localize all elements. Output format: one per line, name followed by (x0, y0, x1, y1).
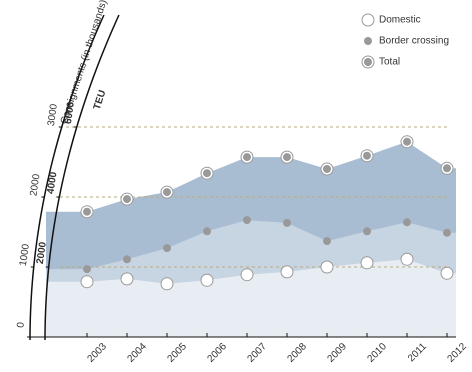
y-axis (29, 14, 105, 341)
marker-inner (243, 153, 251, 162)
legend-marker (364, 37, 372, 45)
y2-tick-label: 2000 (35, 241, 49, 265)
legend-label: Total (379, 57, 400, 68)
marker-inner (123, 195, 131, 204)
marker (200, 273, 214, 287)
marker-inner (83, 207, 91, 216)
y-tick-label: 3000 (46, 103, 60, 127)
marker (203, 227, 211, 236)
marker (240, 268, 254, 282)
area (46, 259, 456, 337)
marker (360, 256, 374, 270)
y2-axis (44, 14, 120, 341)
marker (163, 244, 171, 253)
y-tick-label: 1000 (18, 243, 32, 267)
x-tick-label: 2011 (406, 341, 429, 364)
marker (363, 227, 371, 236)
x-tick-label: 2003 (85, 341, 109, 365)
plot (46, 141, 456, 337)
marker (160, 277, 174, 291)
marker-inner (163, 188, 171, 197)
y2-tick-label: 4000 (45, 171, 59, 195)
marker (120, 272, 134, 286)
marker (243, 216, 251, 225)
x-tick-label: 2010 (365, 341, 389, 365)
marker-inner (323, 165, 331, 173)
y2-axis-title: TEU (92, 89, 109, 111)
marker (403, 218, 411, 227)
marker (400, 252, 414, 266)
x-tick-label: 2007 (245, 341, 269, 365)
marker (123, 255, 131, 264)
marker (283, 218, 291, 227)
x-tick-label: 2009 (325, 341, 349, 365)
x-tick-label: 2008 (285, 341, 309, 365)
legend-marker-inner (364, 58, 372, 66)
marker (83, 265, 91, 274)
x-tick-label: 2005 (165, 341, 189, 365)
marker (440, 266, 454, 280)
x-tick-label: 2004 (125, 341, 149, 365)
y2-tick-label: 6000 (63, 101, 77, 125)
y-tick-label: 2000 (28, 173, 42, 197)
x-tick-label: 2012 (445, 341, 469, 365)
marker-inner (443, 164, 451, 173)
legend-label: Domestic (379, 15, 421, 26)
marker-inner (283, 153, 291, 162)
marker-inner (363, 151, 371, 160)
marker (280, 265, 294, 279)
marker (320, 260, 334, 274)
marker (323, 237, 331, 246)
legend-label: Border crossing (379, 36, 449, 47)
marker-inner (203, 169, 211, 178)
marker-inner (403, 137, 411, 146)
legend-marker (361, 13, 375, 27)
y-tick-label: 0 (15, 321, 27, 328)
x-tick-label: 2006 (205, 341, 229, 365)
marker (80, 275, 94, 289)
marker (443, 228, 451, 237)
